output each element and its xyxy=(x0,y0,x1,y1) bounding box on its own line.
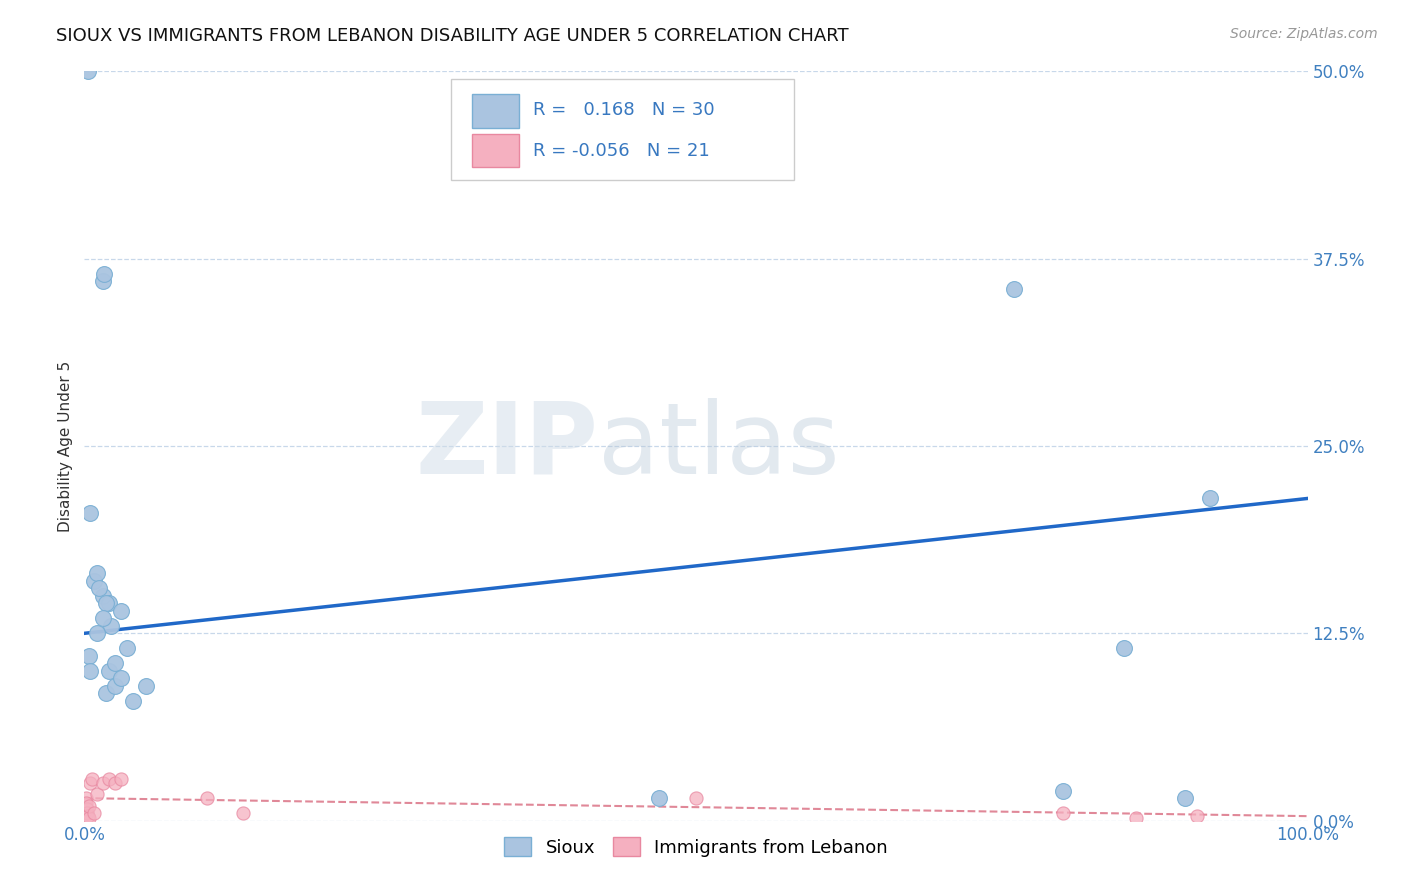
Point xyxy=(79,776,101,790)
Point xyxy=(96,596,118,610)
Y-axis label: Disability Age Under 5: Disability Age Under 5 xyxy=(58,360,73,532)
FancyBboxPatch shape xyxy=(472,94,519,128)
Point xyxy=(195,791,218,805)
Point xyxy=(1052,806,1074,821)
Point xyxy=(86,787,108,801)
Point xyxy=(110,772,132,786)
Point xyxy=(1125,811,1147,825)
Point xyxy=(115,641,138,656)
Point xyxy=(79,507,101,521)
Point xyxy=(96,686,118,700)
Text: R = -0.056   N = 21: R = -0.056 N = 21 xyxy=(533,142,710,160)
Point xyxy=(86,626,108,640)
Point xyxy=(77,64,100,78)
Point xyxy=(1198,491,1220,506)
Text: ZIP: ZIP xyxy=(415,398,598,494)
Point xyxy=(122,694,145,708)
Legend: Sioux, Immigrants from Lebanon: Sioux, Immigrants from Lebanon xyxy=(496,830,896,864)
Text: R =   0.168   N = 30: R = 0.168 N = 30 xyxy=(533,101,714,119)
Text: SIOUX VS IMMIGRANTS FROM LEBANON DISABILITY AGE UNDER 5 CORRELATION CHART: SIOUX VS IMMIGRANTS FROM LEBANON DISABIL… xyxy=(56,27,849,45)
Point xyxy=(93,267,115,281)
Point xyxy=(1174,791,1197,805)
FancyBboxPatch shape xyxy=(451,78,794,180)
Point xyxy=(77,809,100,823)
Point xyxy=(1187,809,1209,823)
Point xyxy=(104,657,127,671)
Point xyxy=(77,798,100,813)
Point xyxy=(97,772,120,786)
Point xyxy=(97,664,120,678)
Point xyxy=(1052,783,1074,797)
Point xyxy=(79,664,101,678)
Point xyxy=(76,806,98,821)
Point xyxy=(648,791,671,805)
Point xyxy=(91,776,114,790)
Point xyxy=(83,806,105,821)
Point xyxy=(1114,641,1136,656)
Point xyxy=(1002,282,1025,296)
Point xyxy=(135,679,157,693)
Point xyxy=(91,274,114,288)
Point xyxy=(87,582,110,596)
Point xyxy=(91,611,114,625)
Point xyxy=(110,604,132,618)
Point xyxy=(77,811,100,825)
Point xyxy=(104,776,127,790)
Point xyxy=(104,679,127,693)
Point xyxy=(110,671,132,685)
Point xyxy=(100,619,122,633)
Point xyxy=(77,648,100,663)
Point xyxy=(86,566,108,581)
FancyBboxPatch shape xyxy=(472,134,519,168)
Text: Source: ZipAtlas.com: Source: ZipAtlas.com xyxy=(1230,27,1378,41)
Point xyxy=(75,796,97,810)
Point xyxy=(83,574,105,588)
Point xyxy=(232,806,254,821)
Point xyxy=(80,772,103,786)
Point xyxy=(75,791,97,805)
Point xyxy=(97,596,120,610)
Point xyxy=(76,802,98,816)
Point xyxy=(91,589,114,603)
Point xyxy=(685,791,707,805)
Text: atlas: atlas xyxy=(598,398,839,494)
